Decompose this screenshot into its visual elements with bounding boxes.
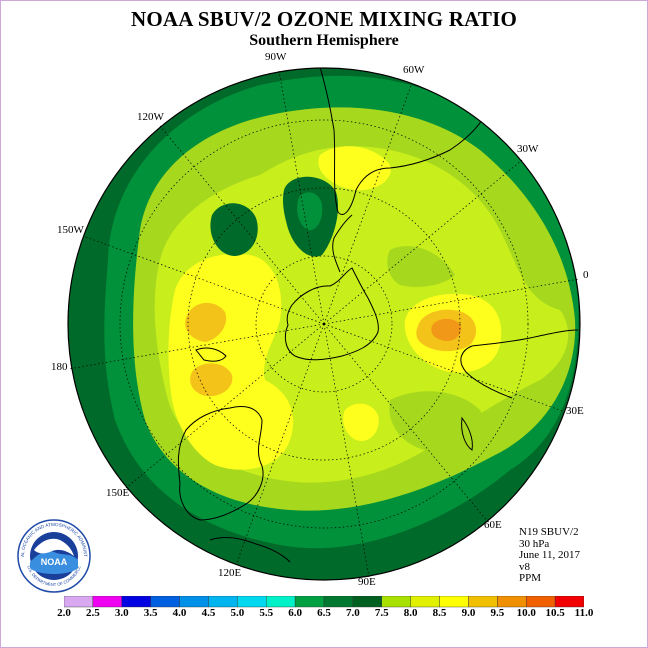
colorbar-tick-label: 10.5 bbox=[545, 607, 565, 619]
colorbar-swatch bbox=[497, 596, 527, 608]
graticule bbox=[68, 70, 580, 578]
metadata-block: N19 SBUV/2 30 hPa June 11, 2017 v8 PPM bbox=[519, 526, 581, 585]
colorbar-swatch bbox=[121, 596, 151, 608]
coastlines bbox=[177, 68, 579, 563]
map-boundary bbox=[67, 67, 581, 581]
colorbar-tick-label: 7.5 bbox=[374, 607, 389, 619]
lon-label-0: 0 bbox=[583, 269, 589, 281]
colorbar-swatch bbox=[237, 596, 267, 608]
meridians bbox=[68, 70, 580, 578]
colorbar-swatch bbox=[468, 596, 498, 608]
coastline-new-zealand bbox=[195, 347, 227, 362]
coastline-papua bbox=[209, 536, 291, 563]
field-7.5-tongue-right bbox=[387, 246, 455, 287]
lon-label-60e: 60E bbox=[484, 519, 502, 531]
meta-units: PPM bbox=[519, 572, 542, 585]
colorbar-tick-label: 6.0 bbox=[288, 607, 302, 619]
colorbar-swatch bbox=[266, 596, 296, 608]
lon-label-150w: 150W bbox=[57, 224, 85, 236]
coastline-south-america bbox=[317, 68, 486, 215]
logo-text: NOAA bbox=[41, 557, 68, 567]
lon-label-60w: 60W bbox=[403, 64, 425, 76]
colorbar-tick-label: 5.5 bbox=[259, 607, 274, 619]
colorbar-tick-label: 4.5 bbox=[201, 607, 216, 619]
colorbar-swatch bbox=[323, 596, 354, 608]
lon-label-90w: 90W bbox=[265, 51, 287, 63]
meta-date: June 11, 2017 bbox=[519, 549, 581, 562]
colorbar-tick-label: 4.0 bbox=[172, 607, 187, 619]
colorbar-tick-label: 7.0 bbox=[346, 607, 360, 619]
colorbar-tick-label: 2.0 bbox=[57, 607, 71, 619]
colorbar-swatch bbox=[410, 596, 440, 608]
lon-label-90e: 90E bbox=[358, 576, 376, 588]
lon-label-150e: 150E bbox=[106, 487, 130, 499]
map-subtitle: Southern Hemisphere bbox=[249, 32, 399, 49]
field-8.5-top bbox=[318, 146, 391, 191]
colorbar-swatch bbox=[64, 596, 94, 608]
colorbar-swatch bbox=[179, 596, 209, 608]
longitude-labels: 90W 60W 30W 0 30E 60E 90E 120E 150E 180 … bbox=[51, 51, 589, 588]
meta-pressure: 30 hPa bbox=[519, 537, 550, 550]
coastline-australia bbox=[177, 406, 264, 521]
colorbar-swatch bbox=[526, 596, 556, 608]
colorbar-swatch bbox=[150, 596, 180, 608]
colorbar-swatch bbox=[208, 596, 238, 608]
field-7.5-lower-right bbox=[389, 391, 483, 452]
field-8.5-bottom bbox=[343, 403, 379, 441]
lon-label-30e: 30E bbox=[566, 405, 584, 417]
lon-label-180: 180 bbox=[51, 361, 68, 373]
colorbar-tick-label: 3.0 bbox=[114, 607, 129, 619]
map-title: NOAA SBUV/2 OZONE MIXING RATIO bbox=[131, 7, 517, 31]
field-7.0-blob-left bbox=[210, 203, 258, 256]
colorbar-tick-label: 8.5 bbox=[432, 607, 447, 619]
colorbar-swatch bbox=[381, 596, 411, 608]
meta-version: v8 bbox=[519, 560, 530, 573]
colorbar bbox=[64, 596, 584, 608]
latitude-circle-70s bbox=[255, 255, 393, 393]
colorbar-swatch bbox=[352, 596, 382, 608]
colorbar-tick-label: 8.0 bbox=[403, 607, 418, 619]
colorbar-tick-label: 5.0 bbox=[230, 607, 245, 619]
ozone-field bbox=[68, 68, 580, 580]
field-9.0-left-lower bbox=[190, 363, 233, 397]
lon-label-120e: 120E bbox=[218, 567, 242, 579]
logo-bird bbox=[34, 538, 74, 556]
meta-satellite: N19 SBUV/2 bbox=[519, 526, 579, 538]
logo-wave bbox=[30, 550, 78, 574]
colorbar-tick-label: 10.0 bbox=[516, 607, 536, 619]
colorbar-swatch bbox=[92, 596, 122, 608]
latitude-circle-50s bbox=[187, 187, 461, 461]
colorbar-swatch bbox=[439, 596, 469, 608]
colorbar-tick-label: 9.5 bbox=[490, 607, 505, 619]
colorbar-tick-label: 2.5 bbox=[86, 607, 100, 619]
colorbar-tick-label: 11.0 bbox=[574, 607, 594, 619]
coastline-africa bbox=[460, 329, 579, 399]
field-9.5-right bbox=[431, 318, 462, 342]
lon-label-30w: 30W bbox=[517, 143, 539, 155]
colorbar-tick-label: 3.5 bbox=[143, 607, 158, 619]
colorbar-tick-label: 6.5 bbox=[317, 607, 331, 619]
noaa-logo: NATIONAL OCEANIC AND ATMOSPHERIC ADMINIS… bbox=[16, 518, 91, 593]
field-6.5-blob-top bbox=[297, 192, 323, 231]
coastline-antarctic-peninsula bbox=[332, 214, 353, 273]
coastline-madagascar bbox=[461, 416, 473, 451]
colorbar-tick-label: 9.0 bbox=[461, 607, 476, 619]
colorbar-swatch bbox=[554, 596, 584, 608]
field-9.0-left bbox=[185, 302, 227, 342]
coastline-antarctica bbox=[284, 267, 379, 361]
colorbar-swatch bbox=[294, 596, 325, 608]
latitude-circle-30s bbox=[119, 119, 529, 529]
lon-label-120w: 120W bbox=[137, 111, 165, 123]
